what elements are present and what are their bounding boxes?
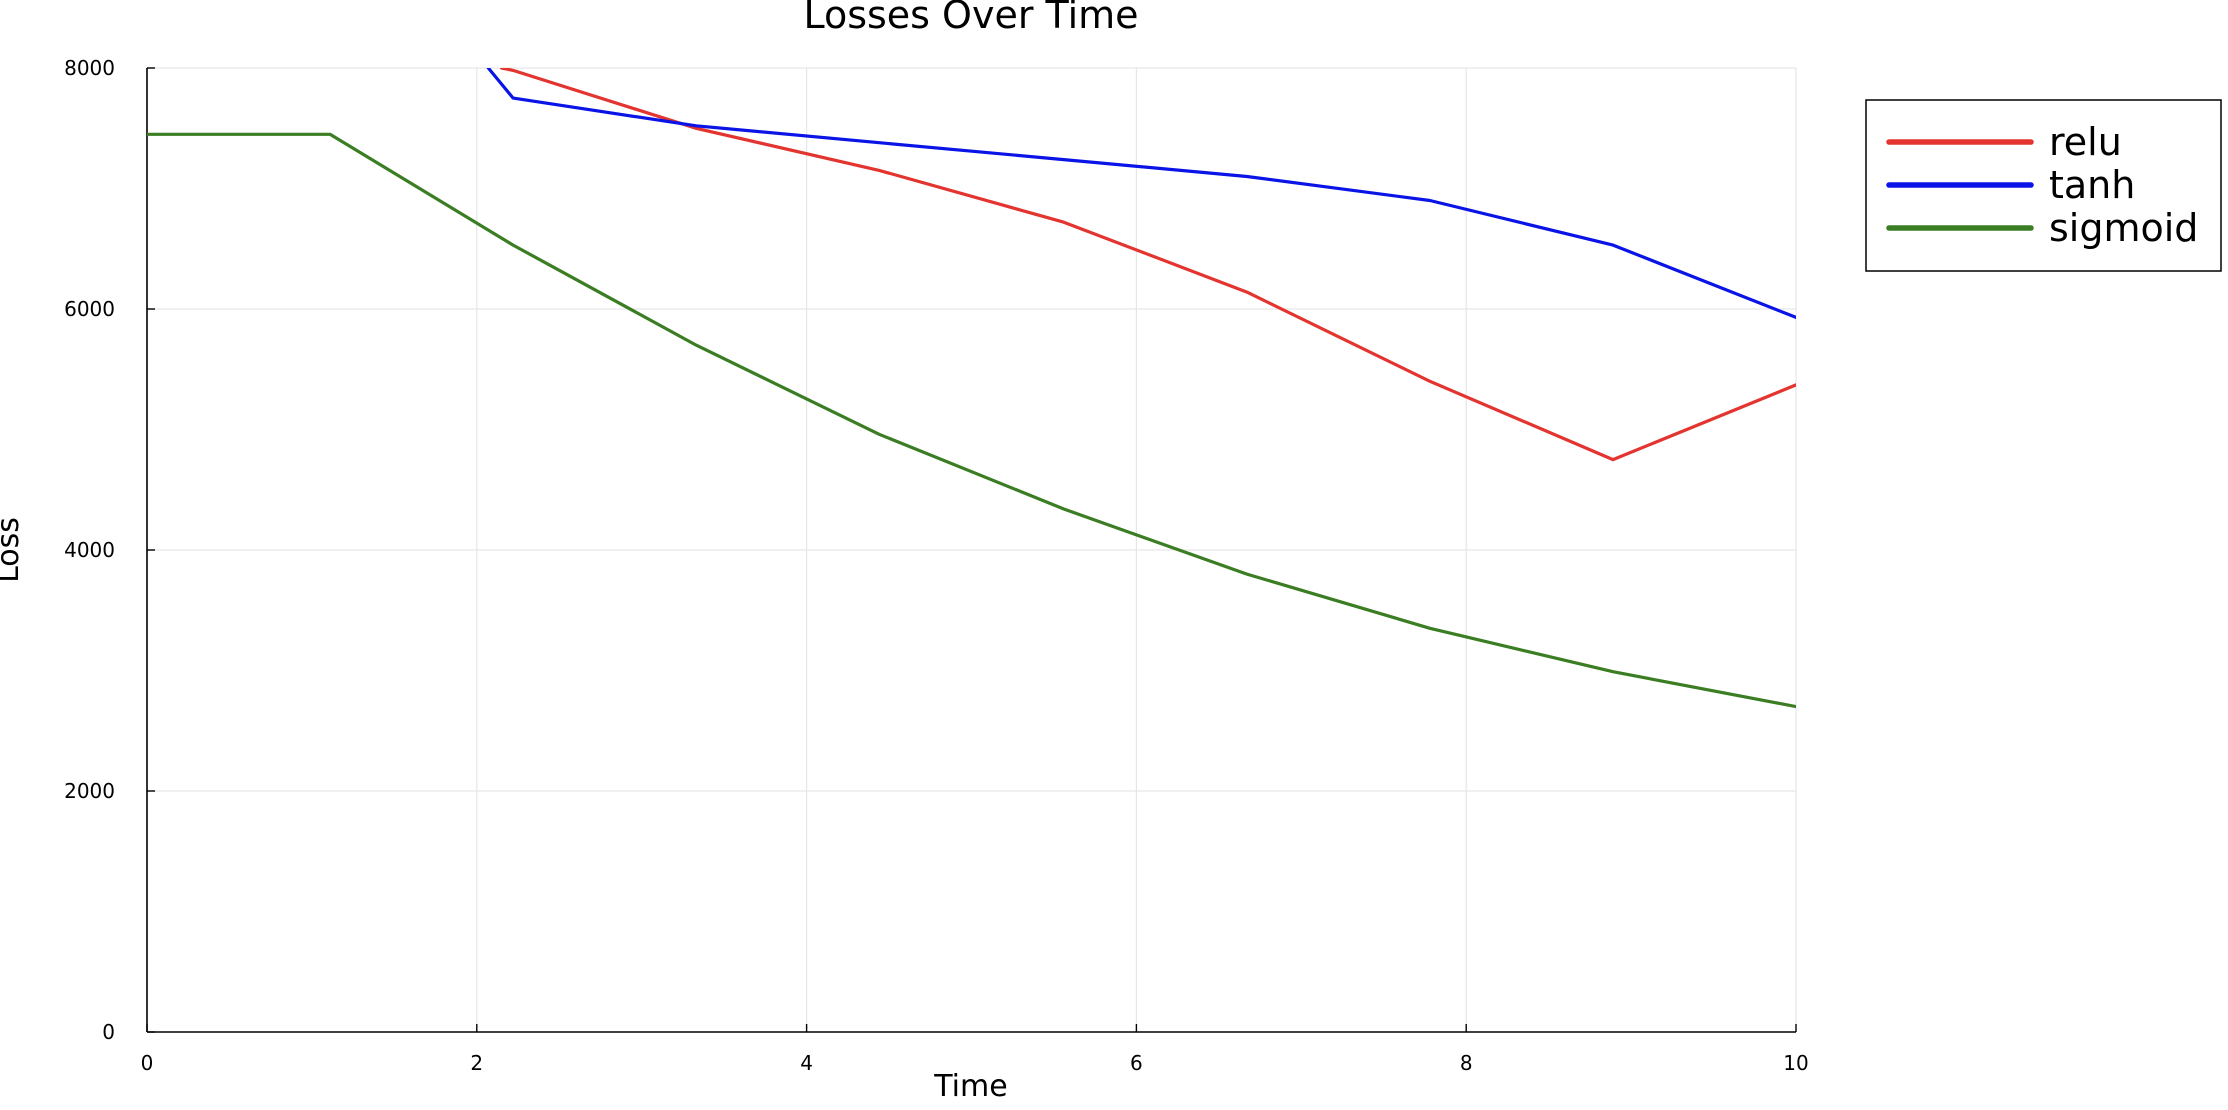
y-tick-label: 2000 bbox=[64, 779, 115, 803]
x-tick-label: 4 bbox=[800, 1051, 813, 1075]
x-tick-label: 6 bbox=[1130, 1051, 1143, 1075]
series-line-relu bbox=[499, 68, 1796, 462]
legend-label-relu: relu bbox=[2049, 120, 2122, 164]
y-tick-label: 8000 bbox=[64, 56, 115, 80]
y-tick-label: 6000 bbox=[64, 297, 115, 321]
legend-label-sigmoid: sigmoid bbox=[2049, 206, 2198, 250]
x-tick-label: 8 bbox=[1460, 1051, 1473, 1075]
y-axis-title: Loss bbox=[0, 517, 26, 583]
axes bbox=[146, 67, 1797, 1033]
series-line-sigmoid bbox=[147, 132, 1796, 709]
tick-labels: 0 2 4 6 8 10 0 2000 4000 6000 8000 bbox=[64, 56, 1809, 1075]
x-tick-label: 0 bbox=[141, 1051, 154, 1075]
legend-label-tanh: tanh bbox=[2049, 163, 2135, 207]
gridlines bbox=[147, 67, 1797, 1032]
x-tick-label: 2 bbox=[470, 1051, 483, 1075]
x-tick-label: 10 bbox=[1783, 1051, 1808, 1075]
y-tick-label: 0 bbox=[102, 1020, 115, 1044]
y-tick-label: 4000 bbox=[64, 538, 115, 562]
series-line-tanh bbox=[486, 68, 1796, 319]
series-lines bbox=[147, 68, 1796, 709]
x-axis-title: Time bbox=[933, 1069, 1007, 1104]
chart-title: Losses Over Time bbox=[803, 0, 1138, 37]
